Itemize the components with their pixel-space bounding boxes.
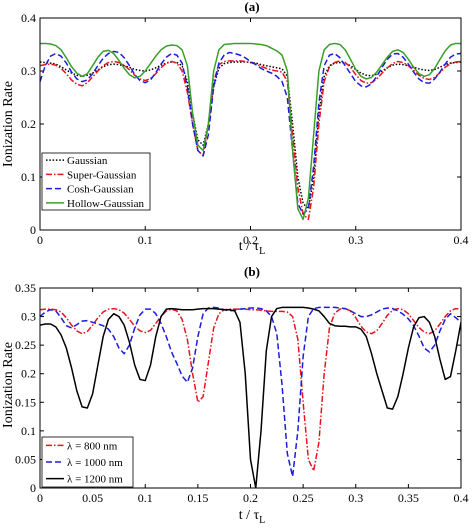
panel-a-frame	[39, 17, 462, 231]
panel-b-legend: λ = 800 nm λ = 1000 nm λ = 1200 nm	[41, 436, 134, 488]
x-tick-label: 0.35	[398, 491, 419, 505]
panel-b-xlabel-sub: L	[259, 515, 265, 526]
legend-label-2: λ = 1000 nm	[67, 457, 123, 469]
series-line-3	[40, 50, 461, 215]
panel-a-ylabel: Ionization Rate	[1, 81, 16, 167]
panel-a-xlabel: t / τL	[239, 239, 266, 257]
legend-box	[41, 152, 151, 211]
y-tick-label: 0	[30, 481, 36, 495]
legend-label-3: Cosh-Gaussian	[67, 184, 134, 196]
x-tick-label: 0.3	[348, 491, 363, 505]
panel-b-plot-area	[40, 306, 461, 488]
series-line-2	[40, 60, 461, 221]
legend-label-3: λ = 1200 nm	[67, 474, 123, 486]
series-group	[40, 42, 461, 221]
y-tick-label: 0	[30, 223, 36, 237]
series-line-3	[40, 306, 461, 488]
y-tick-label: 0.2	[21, 117, 36, 131]
panel-a-legend: Gaussian Super-Gaussian Cosh-Gaussian Hollo…	[41, 152, 151, 211]
x-tick-label: 0	[37, 491, 43, 505]
panel-a-plot-area	[40, 42, 461, 221]
legend-label-1: λ = 800 nm	[67, 440, 118, 452]
legend-label-4: Hollow-Gaussian	[67, 198, 144, 210]
x-tick-label: 0.4	[454, 491, 469, 505]
y-tick-label: 0.1	[21, 170, 36, 184]
y-tick-label: 0.2	[21, 367, 36, 381]
legend-label-2: Super-Gaussian	[67, 169, 137, 181]
x-tick-label: 0.4	[454, 233, 469, 247]
panel-b-ylabel: Ionization Rate	[1, 342, 16, 428]
x-tick-label: 0.2	[243, 233, 258, 247]
panel-b-frame	[39, 287, 462, 489]
panel-b-xlabel: t / τL	[239, 508, 266, 526]
panel-a-ticks: 0 0.1 0.2 0.3 0.4 0 0.1 0.2 0.3 0.4	[21, 11, 469, 247]
x-tick-label: 0.15	[187, 491, 208, 505]
panel-a-xlabel-sub: L	[259, 246, 265, 257]
series-line-4	[40, 42, 461, 221]
panel-b: (b) Ionization Rate t / τL 0 0.05 0.1 0.15 0…	[1, 264, 469, 526]
x-tick-label: 0.3	[348, 233, 363, 247]
y-tick-label: 0.3	[21, 310, 36, 324]
panel-b-xlabel-main: t / τ	[239, 508, 260, 523]
panel-a-xlabel-main: t / τ	[239, 239, 260, 254]
y-tick-label: 0.3	[21, 64, 36, 78]
series-group	[40, 306, 461, 488]
panel-a-title: (a)	[244, 0, 259, 14]
panel-a: (a) Ionization Rate t / τL 0 0.1 0.2 0.3 0.4…	[1, 0, 469, 257]
series-line-1	[40, 61, 461, 210]
y-tick-label: 0.1	[21, 424, 36, 438]
y-tick-label: 0.05	[15, 452, 36, 466]
y-tick-label: 0.35	[15, 281, 36, 295]
legend-label-1: Gaussian	[67, 155, 108, 167]
x-tick-label: 0.25	[293, 491, 314, 505]
series-line-2	[40, 306, 461, 478]
x-tick-label: 0.05	[82, 491, 103, 505]
panel-b-title: (b)	[244, 264, 260, 279]
x-tick-label: 0.1	[138, 491, 153, 505]
y-tick-label: 0.15	[15, 395, 36, 409]
series-line-1	[40, 307, 461, 472]
panel-b-ticks: 0 0.05 0.1 0.15 0.2 0.25 0.3 0.35 0.4 0 0.05 0.1 0.1…	[15, 281, 469, 505]
x-tick-label: 0.2	[243, 491, 258, 505]
y-tick-label: 0.25	[15, 338, 36, 352]
x-tick-label: 0	[37, 233, 43, 247]
x-tick-label: 0.1	[138, 233, 153, 247]
y-tick-label: 0.4	[21, 11, 36, 25]
